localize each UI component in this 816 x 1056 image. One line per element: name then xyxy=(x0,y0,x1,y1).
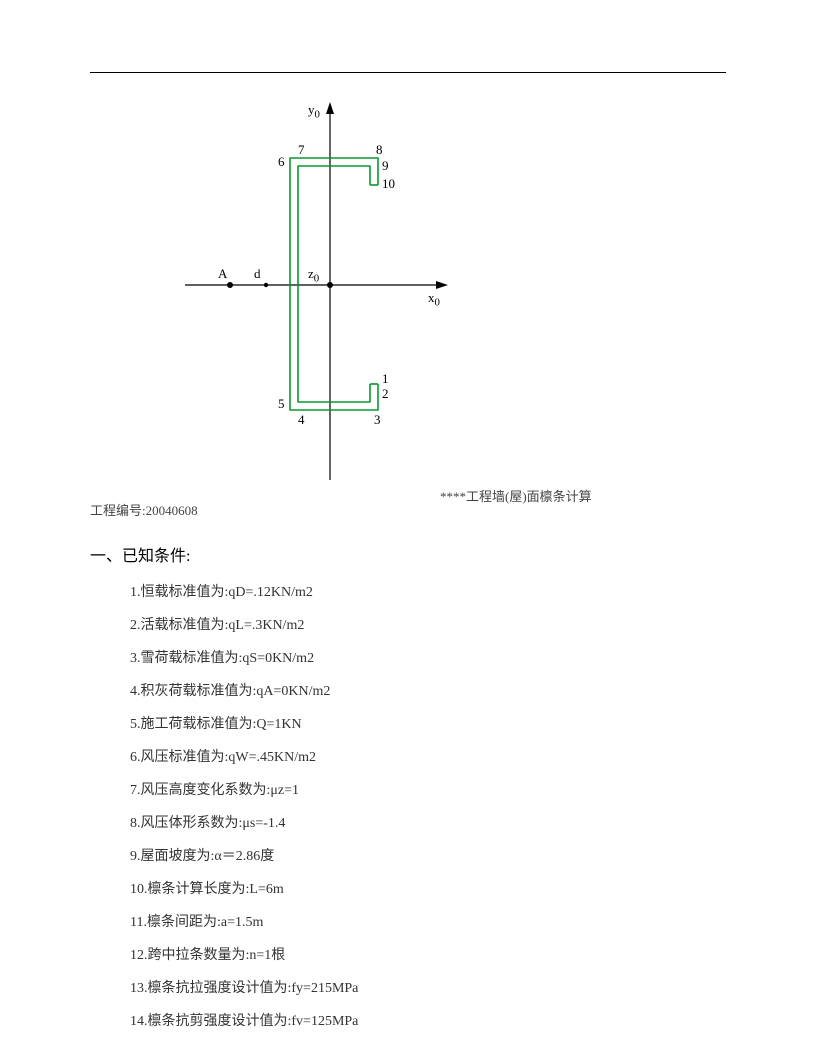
list-item: 9.屋面坡度为:α＝2.86度 xyxy=(130,840,358,873)
pt-5: 5 xyxy=(278,396,285,412)
section-heading: 一、已知条件: xyxy=(90,542,190,566)
pt-4: 4 xyxy=(298,412,305,428)
list-item: 12.跨中拉条数量为:n=1根 xyxy=(130,939,358,972)
list-item: 5.施工荷载标准值为:Q=1KN xyxy=(130,708,358,741)
list-item: 1.恒载标准值为:qD=.12KN/m2 xyxy=(130,576,358,609)
project-title-right: ****工程墙(屋)面檩条计算 xyxy=(440,486,592,505)
project-no-label: 工程编号: xyxy=(90,503,146,518)
header-rule xyxy=(90,72,726,73)
pt-1: 1 xyxy=(382,371,389,387)
A-label: A xyxy=(218,266,227,282)
pt-2: 2 xyxy=(382,386,389,402)
list-item: 2.活载标准值为:qL=.3KN/m2 xyxy=(130,609,358,642)
known-conditions-list: 1.恒载标准值为:qD=.12KN/m2 2.活载标准值为:qL=.3KN/m2… xyxy=(130,576,358,1038)
project-no: 20040608 xyxy=(146,503,198,518)
list-item: 11.檩条间距为:a=1.5m xyxy=(130,906,358,939)
pt-9: 9 xyxy=(382,158,389,174)
x-axis-label: x0 xyxy=(428,290,440,309)
c-section-diagram: y0 x0 z0 A d 1 2 3 4 5 6 7 8 9 10 xyxy=(130,100,510,500)
c-profile xyxy=(290,158,378,410)
pt-8: 8 xyxy=(376,142,383,158)
list-item: 14.檩条抗剪强度设计值为:fv=125MPa xyxy=(130,1005,358,1038)
list-item: 13.檩条抗拉强度设计值为:fy=215MPa xyxy=(130,972,358,1005)
list-item: 6.风压标准值为:qW=.45KN/m2 xyxy=(130,741,358,774)
pt-10: 10 xyxy=(382,176,395,192)
pt-6: 6 xyxy=(278,154,285,170)
list-item: 4.积灰荷载标准值为:qA=0KN/m2 xyxy=(130,675,358,708)
list-item: 7.风压高度变化系数为:μz=1 xyxy=(130,774,358,807)
list-item: 8.风压体形系数为:μs=-1.4 xyxy=(130,807,358,840)
pt-3: 3 xyxy=(374,412,381,428)
pt-7: 7 xyxy=(298,142,305,158)
y-axis-label: y0 xyxy=(308,102,320,121)
list-item: 3.雪荷载标准值为:qS=0KN/m2 xyxy=(130,642,358,675)
meta-row: 工程编号:20040608 ****工程墙(屋)面檩条计算 xyxy=(90,500,726,519)
list-item: 10.檩条计算长度为:L=6m xyxy=(130,873,358,906)
origin-label: z0 xyxy=(308,266,319,285)
d-label: d xyxy=(254,266,261,282)
